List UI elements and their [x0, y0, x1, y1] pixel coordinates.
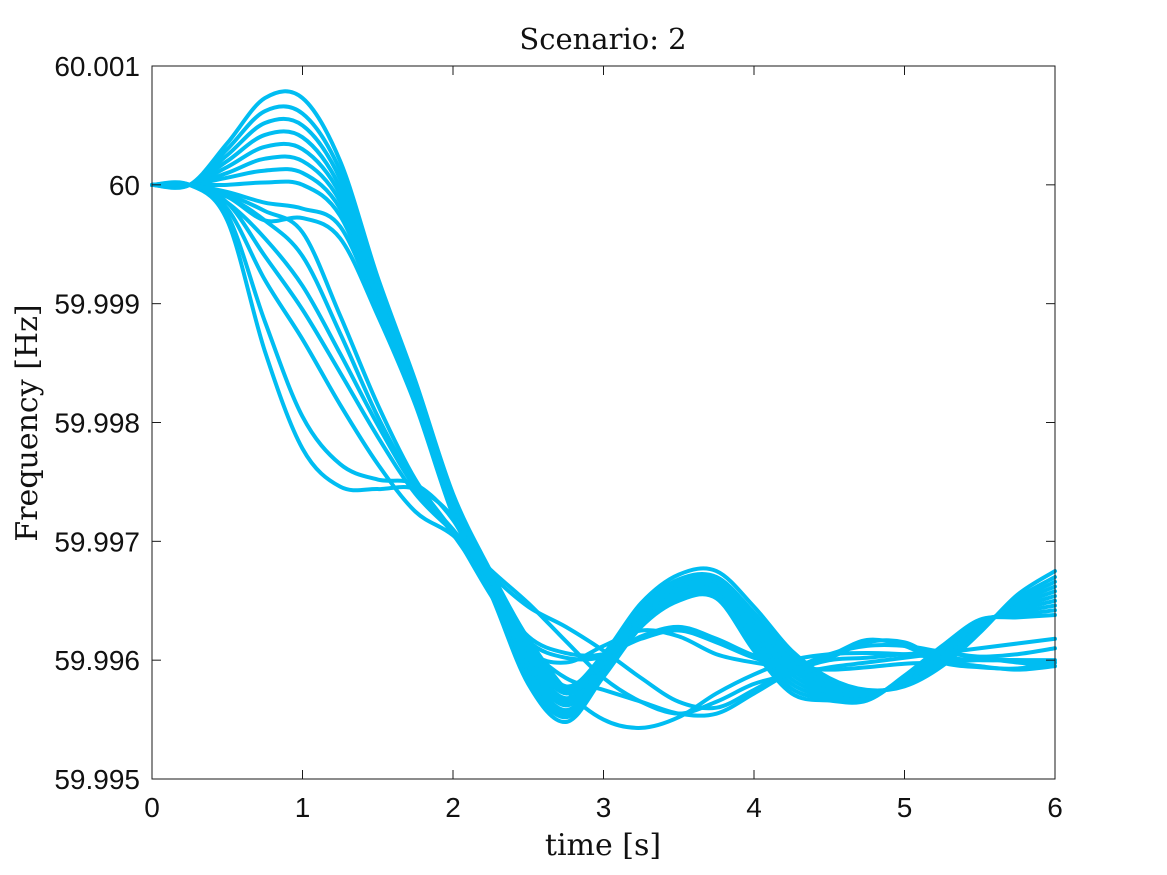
series-line-16: [150, 181, 1057, 718]
y-tick-label: 60: [109, 170, 140, 201]
x-tick-label: 3: [596, 792, 612, 823]
series-line-7: [150, 167, 1057, 713]
y-tick-label: 60.001: [54, 51, 140, 82]
y-tick-label: 59.998: [54, 408, 140, 439]
chart-title: Scenario: 2: [519, 22, 686, 56]
series-line-17: [150, 182, 1057, 672]
series-line-8: [150, 179, 1057, 716]
y-tick-label: 59.997: [54, 526, 140, 557]
series-line-12: [150, 180, 1057, 671]
series-line-11: [150, 180, 1057, 672]
x-tick-label: 6: [1047, 792, 1063, 823]
x-axis-label: time [s]: [545, 828, 661, 863]
x-tick-label: 0: [144, 792, 160, 823]
x-tick-label: 4: [746, 792, 762, 823]
x-axis-ticks: 0 1 2 3 4 5 6: [144, 66, 1063, 823]
y-tick-label: 59.995: [54, 764, 140, 795]
y-tick-label: 59.996: [54, 645, 140, 676]
x-tick-label: 5: [897, 792, 913, 823]
y-tick-label: 59.999: [54, 289, 140, 320]
series-lines: [150, 89, 1057, 730]
y-axis-label: Frequency [Hz]: [10, 304, 45, 541]
x-tick-label: 2: [445, 792, 461, 823]
series-line-14: [150, 181, 1057, 716]
y-axis-ticks: 59.995 59.996 59.997 59.998 59.999 60 60.001: [54, 51, 1055, 795]
series-line-13: [150, 181, 1057, 711]
series-line-2: [150, 104, 1057, 694]
x-tick-label: 1: [295, 792, 311, 823]
series-line-5: [150, 141, 1057, 704]
